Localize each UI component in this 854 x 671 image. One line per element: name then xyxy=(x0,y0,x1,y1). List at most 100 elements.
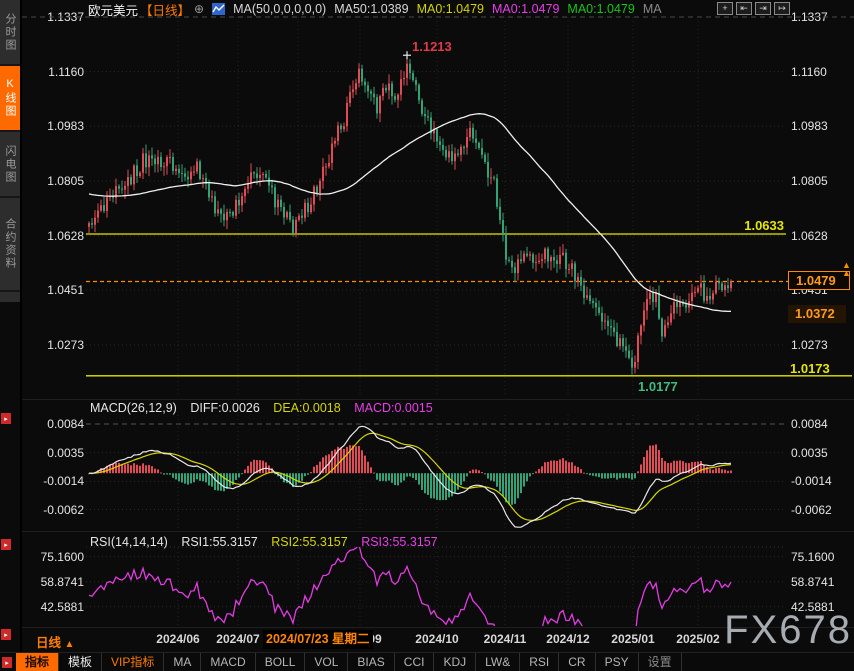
panel-handle-icon[interactable]: ▸ xyxy=(1,539,11,550)
x-axis-date-tick: 2024/10 xyxy=(415,632,459,646)
macd-diff-value: DIFF:0.0026 xyxy=(190,401,260,415)
panel-handle-icon[interactable]: ▸ xyxy=(1,629,11,640)
y-axis-tick: 58.8741 xyxy=(791,574,835,589)
y-axis-tick: 1.0273 xyxy=(47,338,84,352)
rsi-title: RSI(14,14,14) xyxy=(90,535,168,549)
date-axis: 日线 ▲ 2024/062024/072024/082024/092024/10… xyxy=(22,628,854,651)
macd-title: MACD(26,12,9) xyxy=(90,401,177,415)
y-axis-tick: 1.0805 xyxy=(791,174,828,188)
y-axis-tick: -0.0062 xyxy=(791,502,832,517)
y-axis-tick: 1.0451 xyxy=(47,283,84,298)
fx678-watermark: FX678 xyxy=(724,608,852,652)
toolbar-tab-10[interactable]: KDJ xyxy=(434,653,477,671)
panel-divider xyxy=(22,531,854,532)
mini-candlestick-icon[interactable] xyxy=(212,3,226,15)
axis-shift-right-icon[interactable]: ⇥ xyxy=(755,2,771,15)
macd-macd-value: MACD:0.0015 xyxy=(354,401,433,415)
rsi1-value: RSI1:55.3157 xyxy=(181,535,258,549)
toolbar-tab-5[interactable]: MACD xyxy=(201,653,256,671)
toolbar-tab-13[interactable]: CR xyxy=(559,653,596,671)
toolbar-tab-6[interactable]: BOLL xyxy=(256,653,306,671)
y-axis-tick: 1.0805 xyxy=(47,174,84,188)
x-axis-date-tick: 2024/06 xyxy=(156,632,200,646)
toolbar-tab-12[interactable]: RSI xyxy=(520,653,560,671)
axis-shift-left-icon[interactable]: ⇤ xyxy=(736,2,752,15)
y-axis-tick: 1.0983 xyxy=(47,119,84,134)
panel-handle-icon[interactable]: ▸ xyxy=(1,413,11,424)
price-axis-arrow-icon[interactable]: ▲ ▲ xyxy=(842,260,851,279)
chart-type-sidebar: 分时图 K线图 闪电图 合约资料 xyxy=(0,0,20,302)
y-axis-tick: 0.0035 xyxy=(791,445,828,460)
sidebar-item-kline[interactable]: K线图 xyxy=(0,66,20,132)
crosshair-date-tooltip: 2024/07/23 星期二 xyxy=(263,630,373,649)
x-axis-date-tick: 2025/01 xyxy=(611,632,655,646)
y-axis-tick: -0.0062 xyxy=(43,502,84,517)
y-axis-tick: 1.0273 xyxy=(791,338,828,352)
sidebar-item-timeshare[interactable]: 分时图 xyxy=(0,0,20,66)
period-arrow-icon: ▲ xyxy=(64,639,75,650)
chart-header: 欧元美元 【日线】 ⊕ MA(50,0,0,0,0,0) MA50:1.0389… xyxy=(88,1,662,18)
jump-latest-icon[interactable]: ↦ xyxy=(774,2,790,15)
secondary-price-box: 1.0372 xyxy=(788,305,846,324)
rsi-panel-header: RSI(14,14,14) RSI1:55.3157 RSI2:55.3157 … xyxy=(90,535,448,549)
toolbar-tab-4[interactable]: MA xyxy=(164,653,202,671)
period-selector[interactable]: 日线 ▲ xyxy=(36,636,75,650)
x-axis-date-tick: 2024/11 xyxy=(483,632,527,646)
y-axis-tick: 1.0628 xyxy=(47,228,84,243)
resistance-line-label: 1.0633 xyxy=(744,218,784,234)
y-axis-tick: 1.1160 xyxy=(791,64,827,79)
toolbar-tab-14[interactable]: PSY xyxy=(596,653,639,671)
y-axis-tick: -0.0014 xyxy=(43,474,84,489)
ma0-value-label-3: MA0:1.0479 xyxy=(567,2,635,16)
rsi3-value: RSI3:55.3157 xyxy=(361,535,438,549)
current-price-box: 1.0479 xyxy=(788,271,850,291)
macd-dea-value: DEA:0.0018 xyxy=(273,401,341,415)
main-chart-canvas[interactable] xyxy=(0,0,854,628)
chart-toolbar-icons: + ⇤ ⇥ ↦ xyxy=(717,2,790,15)
y-axis-tick: 0.0084 xyxy=(47,417,84,431)
support-line-axis-label: 1.0173 xyxy=(790,360,830,376)
toolbar-tab-2[interactable]: 模板 xyxy=(59,653,103,671)
pan-icon[interactable]: + xyxy=(717,2,733,15)
y-axis-tick: 1.0983 xyxy=(791,119,828,134)
period-tag: 【日线】 xyxy=(140,3,191,18)
y-axis-tick: 0.0084 xyxy=(791,417,828,431)
y-axis-tick: 58.8741 xyxy=(40,574,84,589)
y-axis-tick: 42.5881 xyxy=(40,599,84,614)
ma-formula-label: MA(50,0,0,0,0,0) xyxy=(233,2,327,16)
macd-panel-header: MACD(26,12,9) DIFF:0.0026 DEA:0.0018 MAC… xyxy=(90,401,443,415)
sidebar-divider xyxy=(20,0,22,671)
symbol-title: 欧元美元 xyxy=(88,3,139,18)
y-axis-tick: 1.1337 xyxy=(47,10,84,24)
sidebar-item-contract-info[interactable]: 合约资料 xyxy=(0,198,20,292)
toolbar-tab-7[interactable]: VOL xyxy=(305,653,349,671)
toolbar-tab-1[interactable]: 指标 xyxy=(16,653,60,671)
panel-divider xyxy=(22,627,854,628)
ma-extra-label: MA xyxy=(642,2,662,16)
x-axis-date-tick: 2024/12 xyxy=(546,632,590,646)
panel-divider xyxy=(22,399,854,400)
add-circle-icon[interactable]: ⊕ xyxy=(194,2,205,16)
y-axis-tick: 1.1160 xyxy=(48,64,84,79)
y-axis-tick: 75.1600 xyxy=(40,549,84,564)
toolbar-tab-15[interactable]: 设置 xyxy=(639,653,682,671)
x-axis-date-tick: 2024/07 xyxy=(216,632,260,646)
ma0-value-label-2: MA0:1.0479 xyxy=(491,2,560,16)
toolbar-handle-icon[interactable]: ▸ xyxy=(2,657,12,668)
toolbar-tab-8[interactable]: BIAS xyxy=(348,653,395,671)
y-axis-tick: 1.0628 xyxy=(791,228,828,243)
rsi2-value: RSI2:55.3157 xyxy=(271,535,348,549)
toolbar-tab-3[interactable]: VIP指标 xyxy=(102,653,165,671)
y-axis-tick: -0.0014 xyxy=(791,474,832,489)
toolbar-tab-9[interactable]: CCI xyxy=(395,653,435,671)
y-axis-tick: 75.1600 xyxy=(791,549,835,564)
sidebar-item-lightning[interactable]: 闪电图 xyxy=(0,132,20,198)
high-price-label: 1.1213 xyxy=(412,39,452,55)
y-axis-tick: 42.5881 xyxy=(791,599,835,614)
x-axis-date-tick: 2025/02 xyxy=(676,632,720,646)
ma0-value-label-1: MA0:1.0479 xyxy=(416,2,484,16)
indicator-toolbar: ▸ 指标 模板 VIP指标 MA MACD BOLL VOL BIAS CCI KDJ LW& RSI… xyxy=(0,652,854,671)
ma50-value-label: MA50:1.0389 xyxy=(334,2,409,16)
toolbar-tab-11[interactable]: LW& xyxy=(476,653,521,671)
